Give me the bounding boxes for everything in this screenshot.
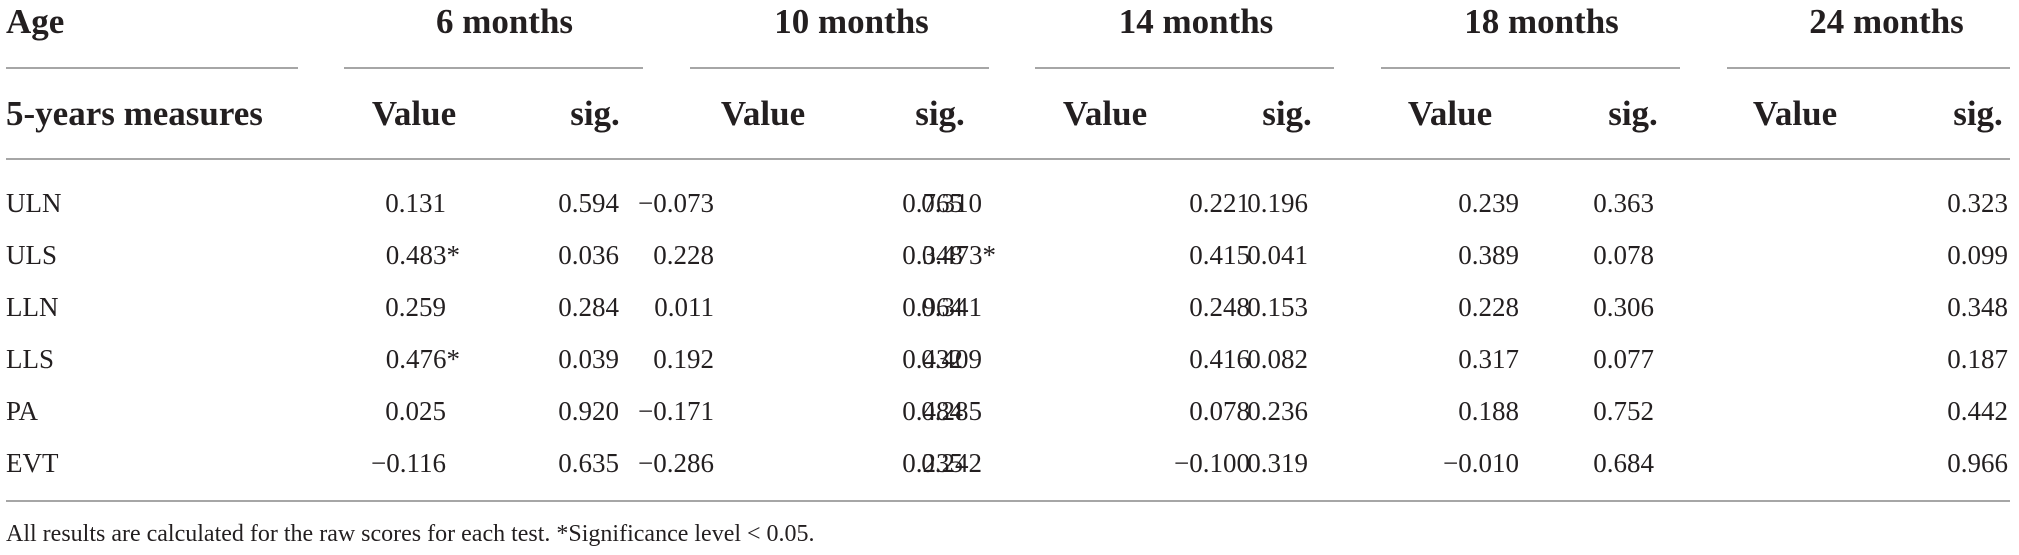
- sig-column-header: sig.: [1608, 94, 1658, 133]
- value-cell: −0.286: [638, 448, 714, 478]
- sig-cell: 0.348: [1947, 292, 2008, 322]
- sig-cell: 0.039: [558, 344, 619, 374]
- value-cell: 0.228: [1458, 292, 1519, 322]
- age-header-rule: [6, 67, 298, 69]
- sig-cell: 0.036: [558, 240, 619, 270]
- sig-cell: 0.284: [558, 292, 619, 322]
- measures-header: 5-years measures: [6, 94, 263, 133]
- age-group-header: 18 months: [1464, 2, 1619, 41]
- value-cell: 0.416: [1189, 344, 1250, 374]
- sig-column-header: sig.: [1953, 94, 2003, 133]
- sig-cell: 0.187: [1947, 344, 2008, 374]
- sig-cell: 0.594: [558, 188, 619, 218]
- value-column-header: Value: [1407, 94, 1493, 133]
- row-label: LLN: [6, 292, 59, 322]
- sig-cell: 0.306: [1593, 292, 1654, 322]
- value-cell: 0.242: [921, 448, 982, 478]
- sig-cell: 0.442: [1947, 396, 2008, 426]
- value-cell: 0.409: [921, 344, 982, 374]
- sig-cell: 0.484: [902, 396, 963, 426]
- sig-cell: 0.319: [1247, 448, 1308, 478]
- value-cell: 0.192: [653, 344, 714, 374]
- age-group-header: 6 months: [435, 2, 574, 41]
- value-cell: 0.228: [653, 240, 714, 270]
- sig-cell: 0.635: [558, 448, 619, 478]
- sig-column-header: sig.: [570, 94, 620, 133]
- row-label: LLS: [6, 344, 55, 374]
- sig-cell: 0.236: [1247, 396, 1308, 426]
- age-group-rule: [690, 67, 989, 69]
- sig-cell: 0.363: [1593, 188, 1654, 218]
- value-cell: 0.415: [1189, 240, 1250, 270]
- value-cell: 0.221: [1189, 188, 1250, 218]
- header-bottom-rule: [6, 158, 2010, 160]
- sig-cell: 0.235: [902, 448, 963, 478]
- value-cell: 0.248: [1189, 292, 1250, 322]
- value-column-header: Value: [371, 94, 457, 133]
- sig-cell: 0.323: [1947, 188, 2008, 218]
- sig-cell: 0.153: [1247, 292, 1308, 322]
- value-cell: 0.476*: [385, 344, 460, 374]
- sig-cell: 0.765: [902, 188, 963, 218]
- sig-cell: 0.077: [1593, 344, 1654, 374]
- value-cell: 0.011: [654, 292, 714, 322]
- age-group-header: 10 months: [774, 2, 929, 41]
- value-cell: 0.389: [1458, 240, 1519, 270]
- value-cell: −0.010: [1443, 448, 1519, 478]
- value-cell: 0.239: [1458, 188, 1519, 218]
- age-group-header: 24 months: [1809, 2, 1964, 41]
- value-cell: 0.317: [1458, 344, 1519, 374]
- sig-cell: 0.082: [1247, 344, 1308, 374]
- sig-cell: 0.099: [1947, 240, 2008, 270]
- value-cell: 0.025: [385, 396, 446, 426]
- sig-cell: 0.041: [1247, 240, 1308, 270]
- table-bottom-rule: [6, 500, 2010, 502]
- value-column-header: Value: [1062, 94, 1148, 133]
- sig-column-header: sig.: [1262, 94, 1312, 133]
- row-label: ULN: [6, 188, 62, 218]
- value-cell: 0.188: [1458, 396, 1519, 426]
- value-cell: 0.310: [921, 188, 982, 218]
- sig-cell: 0.752: [1593, 396, 1654, 426]
- value-cell: −0.100: [1174, 448, 1250, 478]
- row-label: EVT: [6, 448, 59, 478]
- sig-column-header: sig.: [915, 94, 965, 133]
- sig-cell: 0.966: [1947, 448, 2008, 478]
- value-cell: 0.285: [921, 396, 982, 426]
- value-cell: −0.073: [638, 188, 714, 218]
- value-cell: 0.259: [385, 292, 446, 322]
- age-group-header: 14 months: [1118, 2, 1274, 41]
- sig-cell: 0.920: [558, 396, 619, 426]
- age-group-rule: [1727, 67, 2010, 69]
- row-label: ULS: [6, 240, 58, 270]
- value-cell: 0.078: [1189, 396, 1250, 426]
- value-column-header: Value: [1752, 94, 1838, 133]
- age-group-rule: [1035, 67, 1334, 69]
- age-group-rule: [344, 67, 643, 69]
- age-header: Age: [6, 2, 65, 41]
- sig-cell: 0.964: [902, 292, 963, 322]
- sig-cell: 0.348: [902, 240, 963, 270]
- value-cell: 0.341: [921, 292, 982, 322]
- sig-cell: 0.432: [902, 344, 963, 374]
- sig-cell: 0.684: [1593, 448, 1654, 478]
- value-cell: 0.473*: [921, 240, 996, 270]
- sig-cell: 0.078: [1593, 240, 1654, 270]
- value-cell: −0.171: [638, 396, 714, 426]
- age-group-rule: [1381, 67, 1680, 69]
- row-label: PA: [6, 396, 39, 426]
- sig-cell: 0.196: [1247, 188, 1308, 218]
- value-cell: 0.131: [385, 188, 446, 218]
- value-cell: −0.116: [371, 448, 446, 478]
- value-column-header: Value: [720, 94, 806, 133]
- table-footnote: All results are calculated for the raw s…: [6, 521, 815, 547]
- value-cell: 0.483*: [385, 240, 460, 270]
